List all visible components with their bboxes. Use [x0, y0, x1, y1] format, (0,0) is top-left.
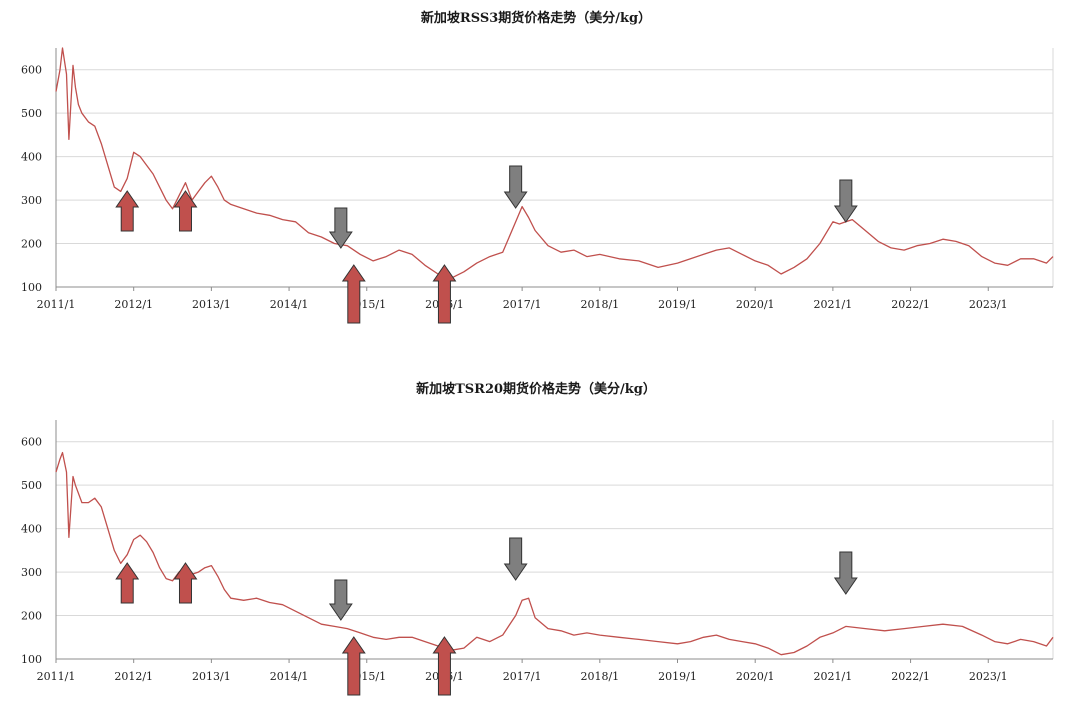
x-tick-label: 2022/1 — [891, 670, 930, 683]
down-arrow-marker — [833, 179, 858, 223]
up-arrow-marker — [341, 264, 366, 324]
tsr20-plot-area: 100 200 300 400 500 600 2011/1 2012/1 2013/1 2014… — [21, 420, 1054, 696]
y-tick-label: 300 — [21, 194, 42, 207]
x-tick-label: 2019/1 — [658, 298, 697, 311]
x-tick-label: 2019/1 — [658, 670, 697, 683]
x-tick-label: 2023/1 — [969, 298, 1008, 311]
y-tick-label: 100 — [21, 281, 42, 294]
y-tick-label: 500 — [21, 479, 42, 492]
x-tick-label: 2013/1 — [192, 298, 231, 311]
y-tick-label: 200 — [21, 610, 42, 623]
up-arrow-marker — [115, 562, 140, 604]
x-tick-label: 2018/1 — [580, 298, 619, 311]
y-tick-label: 600 — [21, 436, 42, 449]
y-tick-label: 100 — [21, 653, 42, 666]
x-tick-label: 2011/1 — [37, 298, 76, 311]
rss3-chart: 新加坡RSS3期货价格走势（美分/kg） 100 200 300 400 500 600 2… — [21, 10, 1054, 324]
y-tick-label: 500 — [21, 107, 42, 120]
x-tick-label: 2017/1 — [503, 298, 542, 311]
down-arrow-marker — [503, 537, 528, 581]
down-arrow-marker — [328, 207, 353, 249]
x-tick-label: 2021/1 — [814, 298, 853, 311]
x-tick-label: 2022/1 — [891, 298, 930, 311]
x-tick-label: 2017/1 — [503, 670, 542, 683]
up-arrow-marker — [341, 636, 366, 696]
x-tick-label: 2018/1 — [580, 670, 619, 683]
x-tick-label: 2020/1 — [736, 298, 775, 311]
y-tick-label: 400 — [21, 523, 42, 536]
down-arrow-marker — [833, 551, 858, 595]
price-series-line — [55, 451, 1054, 656]
up-arrow-marker — [432, 264, 457, 324]
x-tick-label: 2014/1 — [270, 298, 309, 311]
y-tick-label: 600 — [21, 64, 42, 77]
up-arrow-marker — [115, 190, 140, 232]
x-tick-label: 2012/1 — [114, 298, 153, 311]
down-arrow-marker — [503, 165, 528, 209]
x-tick-label: 2013/1 — [192, 670, 231, 683]
rss3-plot-area: 100 200 300 400 500 600 2011/1 2012/1 2013/1 2014… — [21, 47, 1054, 324]
up-arrow-marker — [173, 562, 198, 604]
tsr20-chart-title: 新加坡TSR20期货价格走势（美分/kg） — [416, 381, 656, 397]
x-tick-label: 2021/1 — [814, 670, 853, 683]
up-arrow-marker — [173, 190, 198, 232]
up-arrow-marker — [432, 636, 457, 696]
tsr20-chart: 新加坡TSR20期货价格走势（美分/kg） 100 200 300 400 500 600… — [21, 381, 1054, 696]
x-tick-label: 2012/1 — [114, 670, 153, 683]
x-tick-label: 2023/1 — [969, 670, 1008, 683]
x-tick-label: 2020/1 — [736, 670, 775, 683]
down-arrow-marker — [328, 579, 353, 621]
rss3-chart-title: 新加坡RSS3期货价格走势（美分/kg） — [421, 10, 651, 26]
y-tick-label: 300 — [21, 566, 42, 579]
x-tick-label: 2014/1 — [270, 670, 309, 683]
x-tick-label: 2011/1 — [37, 670, 76, 683]
y-tick-label: 400 — [21, 151, 42, 164]
y-tick-label: 200 — [21, 238, 42, 251]
